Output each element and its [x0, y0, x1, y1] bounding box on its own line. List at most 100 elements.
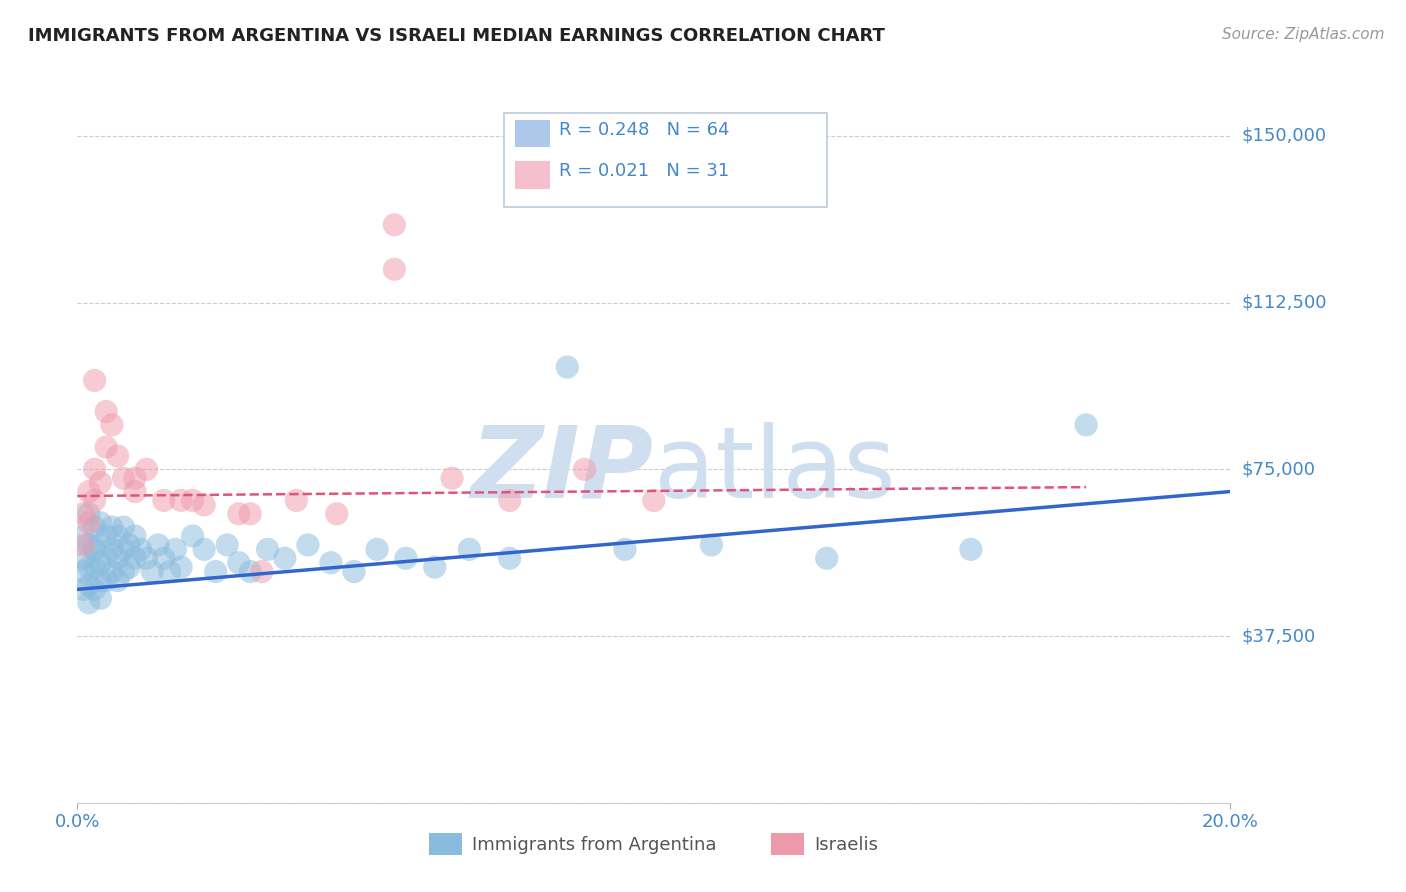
Point: [72, 565, 94, 579]
Point: [77, 507, 100, 521]
Point: [77, 538, 100, 552]
Point: [193, 542, 215, 557]
Bar: [516, 120, 550, 147]
Point: [382, 262, 406, 277]
Point: [159, 565, 181, 579]
Point: [83, 373, 105, 387]
Point: [101, 417, 124, 432]
Point: [83, 520, 105, 534]
Text: ZIP: ZIP: [471, 422, 654, 519]
Point: [441, 471, 464, 485]
Point: [557, 360, 579, 375]
Point: [89, 556, 111, 570]
Point: [153, 493, 174, 508]
Point: [285, 493, 308, 508]
Point: [423, 560, 446, 574]
Point: [228, 556, 250, 570]
Point: [129, 542, 152, 557]
Point: [72, 538, 94, 552]
Point: [297, 538, 319, 552]
Point: [124, 471, 146, 485]
Text: $37,500: $37,500: [1241, 627, 1316, 645]
Point: [815, 551, 838, 566]
Text: Source: ZipAtlas.com: Source: ZipAtlas.com: [1222, 27, 1385, 42]
Point: [72, 507, 94, 521]
Point: [77, 560, 100, 574]
Text: atlas: atlas: [654, 422, 896, 519]
Point: [89, 591, 111, 606]
Point: [614, 542, 637, 557]
Point: [77, 484, 100, 499]
Point: [101, 520, 124, 534]
Point: [89, 516, 111, 530]
Point: [343, 565, 366, 579]
Point: [135, 462, 157, 476]
Point: [96, 404, 118, 418]
Point: [77, 516, 100, 530]
Point: [112, 542, 135, 557]
Point: [499, 551, 522, 566]
Point: [112, 565, 135, 579]
Point: [107, 529, 129, 543]
Point: [135, 551, 157, 566]
Point: [83, 582, 105, 597]
Point: [96, 551, 118, 566]
Text: $75,000: $75,000: [1241, 460, 1316, 478]
Point: [274, 551, 297, 566]
Point: [124, 484, 146, 499]
Point: [101, 565, 124, 579]
Point: [89, 475, 111, 490]
Point: [1076, 417, 1098, 432]
Point: [83, 560, 105, 574]
Point: [382, 218, 406, 232]
Point: [643, 493, 665, 508]
Point: [458, 542, 481, 557]
Point: [96, 574, 118, 588]
Point: [228, 507, 250, 521]
Point: [112, 471, 135, 485]
Point: [319, 556, 342, 570]
Point: [574, 462, 596, 476]
Point: [170, 560, 193, 574]
Point: [72, 551, 94, 566]
Point: [366, 542, 388, 557]
Point: [325, 507, 349, 521]
Point: [217, 538, 239, 552]
Point: [89, 538, 111, 552]
Point: [77, 596, 100, 610]
Point: [250, 565, 273, 579]
Point: [256, 542, 278, 557]
Point: [141, 565, 163, 579]
Point: [239, 565, 262, 579]
Legend: Immigrants from Argentina, Israelis: Immigrants from Argentina, Israelis: [422, 826, 886, 863]
Point: [83, 462, 105, 476]
Point: [96, 529, 118, 543]
Point: [101, 542, 124, 557]
Point: [107, 551, 129, 566]
Bar: [516, 161, 550, 189]
Point: [960, 542, 983, 557]
FancyBboxPatch shape: [503, 112, 827, 207]
Point: [72, 582, 94, 597]
Point: [124, 529, 146, 543]
Point: [118, 538, 141, 552]
Point: [124, 551, 146, 566]
Point: [83, 493, 105, 508]
Text: $150,000: $150,000: [1241, 127, 1327, 145]
Point: [96, 440, 118, 454]
Point: [146, 538, 169, 552]
Text: R = 0.021   N = 31: R = 0.021 N = 31: [560, 162, 730, 180]
Point: [181, 529, 204, 543]
Point: [193, 498, 215, 512]
Text: $112,500: $112,500: [1241, 293, 1327, 311]
Point: [165, 542, 187, 557]
Point: [153, 551, 174, 566]
Point: [118, 560, 141, 574]
Point: [89, 574, 111, 588]
Point: [204, 565, 226, 579]
Point: [499, 493, 522, 508]
Point: [83, 542, 105, 557]
Point: [181, 493, 204, 508]
Point: [77, 578, 100, 592]
Point: [107, 449, 129, 463]
